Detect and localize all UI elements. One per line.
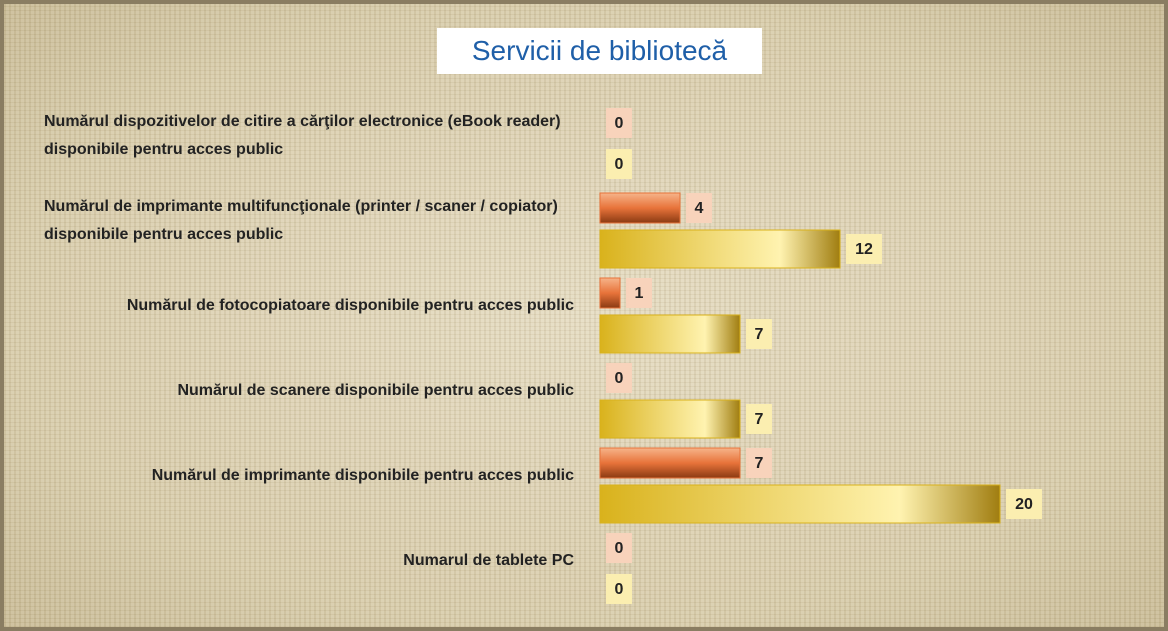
value-label-box	[606, 533, 632, 563]
value-label: 7	[755, 326, 764, 343]
value-label: 0	[615, 115, 624, 132]
category-label: Numărul dispozitivelor de citire a cărţi…	[44, 113, 561, 158]
bar	[599, 447, 741, 479]
bar	[599, 484, 1001, 524]
value-label-box	[606, 108, 632, 138]
value-label: 12	[855, 241, 873, 258]
bar	[599, 314, 741, 354]
value-label: 0	[615, 370, 624, 387]
category-label: Numarul de tablete PC	[403, 552, 574, 569]
value-label-box	[1006, 489, 1042, 519]
bar	[599, 229, 841, 269]
value-label: 7	[755, 411, 764, 428]
category-label: Numărul de fotocopiatoare disponibile pe…	[126, 297, 574, 314]
bar	[599, 277, 621, 309]
value-label-box	[746, 319, 772, 349]
value-label: 0	[615, 540, 624, 557]
value-label-box	[846, 234, 882, 264]
plot: 0 0 4 12 1 7 0 7 7 20 0 0	[599, 108, 1042, 604]
value-label: 4	[695, 200, 704, 217]
bar	[599, 399, 741, 439]
category-label: Numărul de scanere disponibile pentru ac…	[177, 382, 574, 399]
bar	[599, 192, 681, 224]
category-label: Numărul de imprimante disponibile pentru…	[151, 467, 574, 484]
category-label: Numărul de imprimante multifuncţionale (…	[44, 198, 558, 243]
value-label-box	[686, 193, 712, 223]
value-label-box	[606, 574, 632, 604]
value-label-box	[746, 448, 772, 478]
value-label: 20	[1015, 496, 1033, 513]
value-label-box	[746, 404, 772, 434]
chart-title: Servicii de bibliotecă	[437, 28, 762, 74]
value-label: 1	[635, 285, 644, 302]
value-label-box	[626, 278, 652, 308]
value-label-box	[606, 149, 632, 179]
value-label-box	[606, 363, 632, 393]
value-label: 0	[615, 156, 624, 173]
value-label: 0	[615, 581, 624, 598]
value-label: 7	[755, 455, 764, 472]
